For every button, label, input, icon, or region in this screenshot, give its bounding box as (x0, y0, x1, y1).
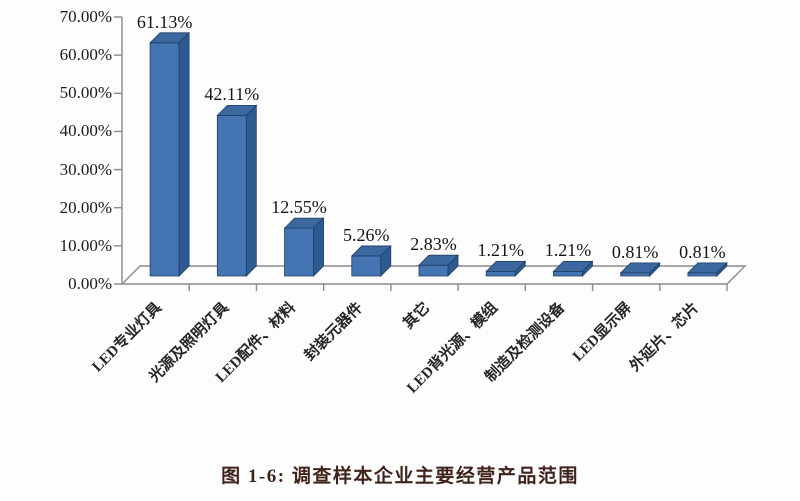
bar-front-face (351, 255, 382, 277)
y-tick-label: 10.00% (59, 235, 112, 255)
figure-caption: 图 1-6: 调查样本企业主要经营产品范围 (221, 466, 579, 487)
bar-side-face (514, 260, 526, 277)
bar-value-label: 12.55% (271, 197, 327, 218)
bar-front-face (485, 270, 516, 277)
bar-side-face (380, 244, 392, 277)
y-tick-label: 0.00% (68, 274, 112, 293)
y-tick-label: 50.00% (59, 83, 112, 103)
bar-2 (283, 217, 325, 277)
bar-side-face (313, 217, 324, 277)
y-tick-label: 70.00% (59, 7, 112, 26)
bar-value-label: 61.13% (136, 11, 193, 32)
bar-side-face (447, 254, 459, 277)
bar-6 (552, 260, 594, 277)
bar-front-face (216, 114, 247, 277)
bar-7 (619, 261, 661, 277)
bar-4 (418, 254, 459, 277)
bar-value-label: 2.83% (410, 234, 457, 255)
y-tick-label: 20.00% (59, 197, 112, 217)
bar-front-face (687, 272, 718, 277)
bar-value-label: 0.81% (611, 241, 659, 262)
y-tick-label: 60.00% (59, 45, 112, 65)
bar-value-label: 1.21% (477, 240, 524, 261)
bar-1 (216, 104, 258, 277)
chart-canvas (114, 16, 747, 291)
bar-value-label: 5.26% (343, 224, 390, 245)
bar-3 (350, 244, 392, 277)
y-tick-label: 40.00% (59, 121, 112, 141)
bar-front-face (620, 272, 651, 277)
bar-value-label: 42.11% (204, 84, 260, 105)
bar-8 (686, 261, 728, 277)
bar-value-label: 1.21% (544, 240, 592, 261)
y-tick-label: 30.00% (59, 159, 112, 179)
bar-side-face (178, 31, 190, 277)
bar-0 (149, 31, 191, 277)
bar-value-label: 0.81% (679, 241, 726, 262)
bar-side-face (716, 261, 728, 277)
bar-chart: 0.00% 10.00% 20.00% 30.00% 40.00% 50.00% 60.00… (59, 7, 747, 397)
bar-front-face (553, 270, 583, 277)
bar-5 (485, 260, 527, 277)
bar-side-face (582, 260, 593, 277)
bar-front-face (418, 264, 449, 277)
bar-front-face (149, 42, 180, 277)
bar-side-face (649, 261, 661, 277)
bar-side-face (245, 104, 257, 277)
